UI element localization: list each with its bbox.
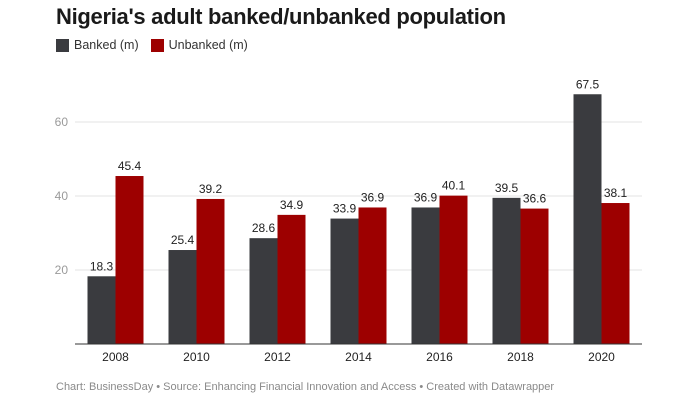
value-label-banked-2014: 33.9 xyxy=(333,202,357,216)
x-tick-label-2018: 2018 xyxy=(507,350,534,364)
value-label-unbanked-2010: 39.2 xyxy=(199,182,223,196)
value-label-banked-2018: 39.5 xyxy=(495,181,519,195)
bar-banked-2012 xyxy=(249,238,278,344)
bar-banked-2014 xyxy=(330,218,359,344)
y-tick-label-20: 20 xyxy=(55,263,69,277)
value-label-banked-2008: 18.3 xyxy=(90,259,114,273)
bar-banked-2020 xyxy=(573,94,602,344)
y-tick-label-40: 40 xyxy=(55,189,69,203)
legend-item-unbanked: Unbanked (m) xyxy=(150,38,248,52)
bar-unbanked-2012 xyxy=(277,214,306,344)
bar-unbanked-2014 xyxy=(358,207,387,344)
bar-unbanked-2008 xyxy=(115,176,144,344)
value-label-unbanked-2020: 38.1 xyxy=(604,186,628,200)
legend-swatch-banked xyxy=(56,38,69,52)
bar-banked-2016 xyxy=(411,207,440,344)
value-label-banked-2012: 28.6 xyxy=(252,221,276,235)
bar-banked-2010 xyxy=(168,250,197,344)
value-label-unbanked-2008: 45.4 xyxy=(118,159,142,173)
x-tick-label-2010: 2010 xyxy=(183,350,210,364)
bar-banked-2018 xyxy=(492,197,521,344)
x-tick-label-2016: 2016 xyxy=(426,350,453,364)
legend-label-banked: Banked (m) xyxy=(74,38,139,52)
legend: Banked (m) Unbanked (m) xyxy=(56,38,260,52)
x-tick-label-2014: 2014 xyxy=(345,350,372,364)
bar-banked-2008 xyxy=(87,276,116,344)
value-label-unbanked-2016: 40.1 xyxy=(442,179,466,193)
bar-unbanked-2020 xyxy=(601,203,630,344)
legend-swatch-unbanked xyxy=(150,38,164,52)
value-label-banked-2020: 67.5 xyxy=(576,77,600,91)
y-tick-label-60: 60 xyxy=(55,115,69,129)
x-tick-label-2012: 2012 xyxy=(264,350,291,364)
bar-unbanked-2018 xyxy=(520,208,549,344)
value-label-banked-2010: 25.4 xyxy=(171,233,195,247)
legend-item-banked: Banked (m) xyxy=(56,38,139,52)
value-label-unbanked-2018: 36.6 xyxy=(523,192,547,206)
chart-footer: Chart: BusinessDay • Source: Enhancing F… xyxy=(56,381,555,393)
bar-unbanked-2016 xyxy=(439,195,468,344)
legend-label-unbanked: Unbanked (m) xyxy=(168,38,248,52)
bar-unbanked-2010 xyxy=(196,198,225,344)
x-tick-label-2008: 2008 xyxy=(102,350,129,364)
value-label-unbanked-2012: 34.9 xyxy=(280,198,304,212)
chart-title: Nigeria's adult banked/unbanked populati… xyxy=(56,4,506,29)
value-label-banked-2016: 36.9 xyxy=(414,190,438,204)
value-label-unbanked-2014: 36.9 xyxy=(361,190,385,204)
x-tick-label-2020: 2020 xyxy=(588,350,615,364)
